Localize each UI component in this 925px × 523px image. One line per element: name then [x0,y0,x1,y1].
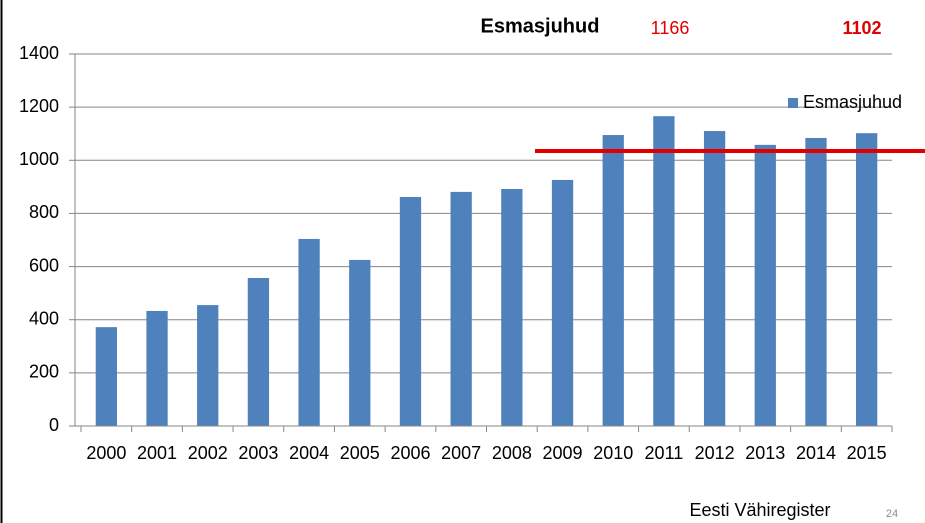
y-tick-label: 1000 [19,149,59,169]
x-tick-label: 2008 [492,443,532,463]
legend-swatch [788,98,798,108]
bar [349,259,371,426]
x-tick-label: 2015 [847,443,887,463]
bar [856,133,878,426]
legend-label: Esmasjuhud [803,92,902,112]
bar [602,135,624,427]
bar [197,305,219,426]
bar [501,188,523,426]
x-tick-label: 2009 [543,443,583,463]
y-tick-label: 400 [29,308,59,328]
x-tick-label: 2011 [645,443,684,463]
x-tick-label: 2000 [86,443,126,463]
bar [653,116,675,427]
x-tick-label: 2006 [390,443,430,463]
bar [399,196,422,426]
x-tick-label: 2005 [340,443,380,463]
annotation: 1166 [651,18,690,38]
y-tick-label: 800 [29,202,59,222]
y-tick-label: 1400 [19,43,59,63]
x-tick-label: 2012 [695,443,735,463]
bar [247,277,270,426]
x-tick-label: 2001 [137,443,177,463]
y-tick-label: 200 [29,362,59,382]
bar [805,137,827,427]
bar [551,179,574,426]
page-number: 24 [886,508,898,520]
x-tick-label: 2002 [188,443,228,463]
y-tick-label: 0 [49,415,59,435]
annotation: 1102 [842,18,881,38]
bar [754,144,776,427]
bar [298,238,320,426]
y-tick-label: 600 [29,255,59,275]
x-tick-label: 2003 [238,443,278,463]
x-tick-label: 2010 [593,443,633,463]
bar [450,191,472,426]
bar [95,327,117,426]
source: Eesti Vähiregister [689,500,830,520]
x-tick-label: 2007 [441,443,481,463]
x-tick-label: 2004 [289,443,329,463]
chart-title: Esmasjuhud [481,15,600,37]
bar [146,310,168,426]
y-tick-label: 1200 [19,96,59,116]
x-tick-label: 2014 [796,443,836,463]
bar [703,131,726,427]
x-tick-label: 2013 [745,443,785,463]
